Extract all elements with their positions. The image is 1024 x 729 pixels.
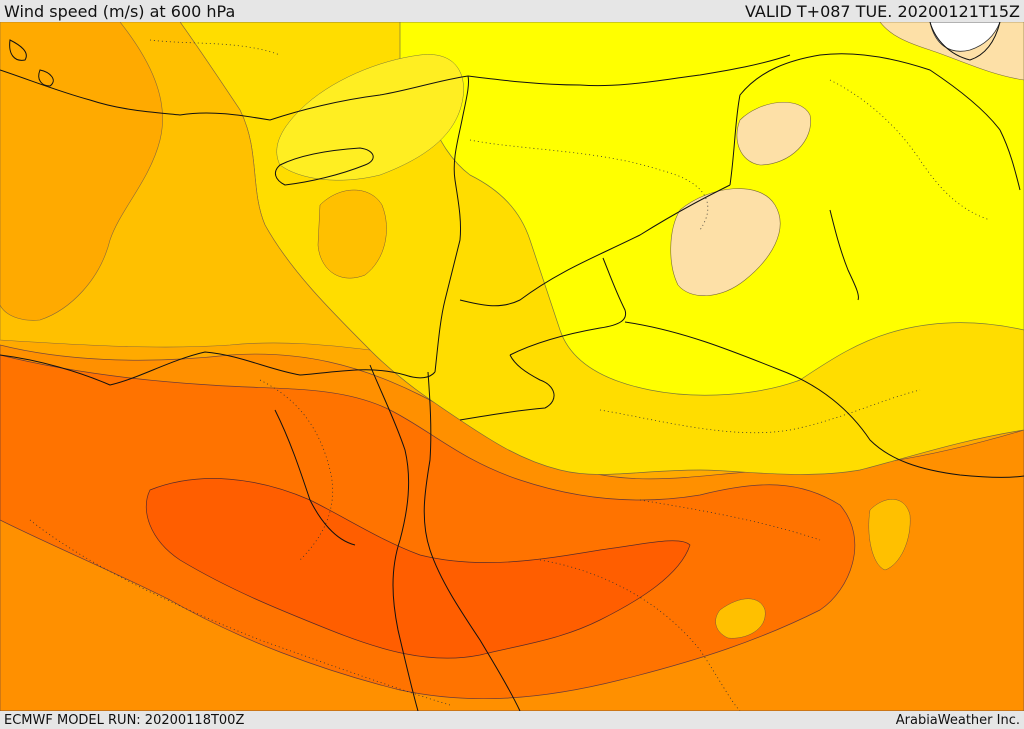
valid-time: VALID T+087 TUE. 20200121T15Z: [744, 1, 1020, 21]
model-run: ECMWF MODEL RUN: 20200118T00Z: [4, 712, 245, 728]
contour-gold-patch-1: [317, 189, 387, 279]
credit: ArabiaWeather Inc.: [895, 712, 1020, 728]
coastlines-and-borders: [0, 22, 1024, 711]
contour-low-speed-north: [736, 102, 811, 166]
contour-deep-orange: [0, 354, 856, 700]
contour-red-orange: [146, 478, 691, 659]
map-canvas: [0, 22, 1024, 711]
contour-low-speed-east: [670, 188, 781, 296]
map-title: Wind speed (m/s) at 600 hPa: [4, 1, 236, 21]
missing-data-corner: [929, 22, 1001, 52]
wind-speed-map[interactable]: [0, 22, 1024, 711]
contour-gold-patch-2: [868, 499, 911, 571]
map-footer: ECMWF MODEL RUN: 20200118T00Z ArabiaWeat…: [0, 711, 1024, 729]
contour-gold-patch-3: [715, 598, 766, 639]
dotted-isolines: [29, 39, 991, 711]
contour-orange-west-pocket: [0, 22, 163, 321]
map-header: Wind speed (m/s) at 600 hPa VALID T+087 …: [0, 0, 1024, 22]
